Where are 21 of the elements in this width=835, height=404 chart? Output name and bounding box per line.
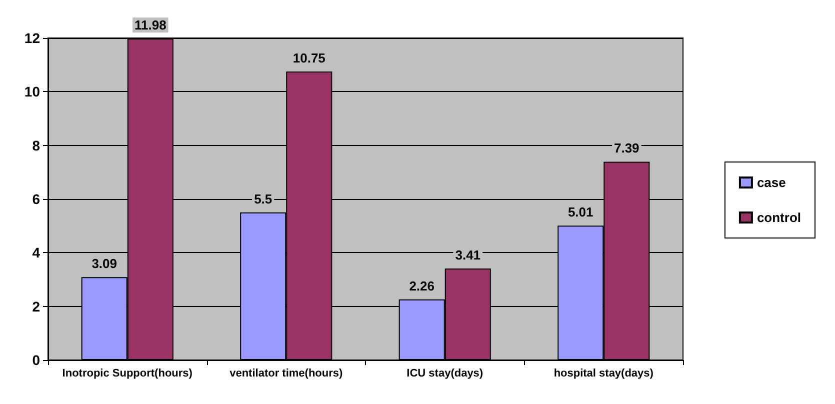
data-label: 2.26 <box>409 278 435 294</box>
data-label: 5.01 <box>568 204 594 220</box>
legend-label: control <box>756 210 802 225</box>
data-label: 7.39 <box>614 140 640 156</box>
x-tick-label: ventilator time(hours) <box>230 368 343 380</box>
y-tick-label: 10 <box>24 84 40 100</box>
data-label: 10.75 <box>292 50 326 66</box>
data-label: 11.98 <box>134 18 166 33</box>
y-tick-label: 0 <box>32 352 40 368</box>
y-tick-label: 6 <box>32 191 40 207</box>
legend-label: case <box>756 175 786 190</box>
data-label: 5.5 <box>254 191 272 206</box>
x-tick-label: hospital stay(days) <box>554 368 654 380</box>
data-label: 3.09 <box>92 256 118 272</box>
y-tick-label: 8 <box>32 137 40 154</box>
x-tick-label: Inotropic Support(hours) <box>62 368 193 380</box>
x-tick-label: ICU stay(days) <box>406 368 484 380</box>
y-tick-label: 4 <box>32 244 40 261</box>
y-tick-label: 2 <box>32 298 40 314</box>
data-label: 3.41 <box>455 248 481 262</box>
y-tick-label: 12 <box>24 30 40 46</box>
